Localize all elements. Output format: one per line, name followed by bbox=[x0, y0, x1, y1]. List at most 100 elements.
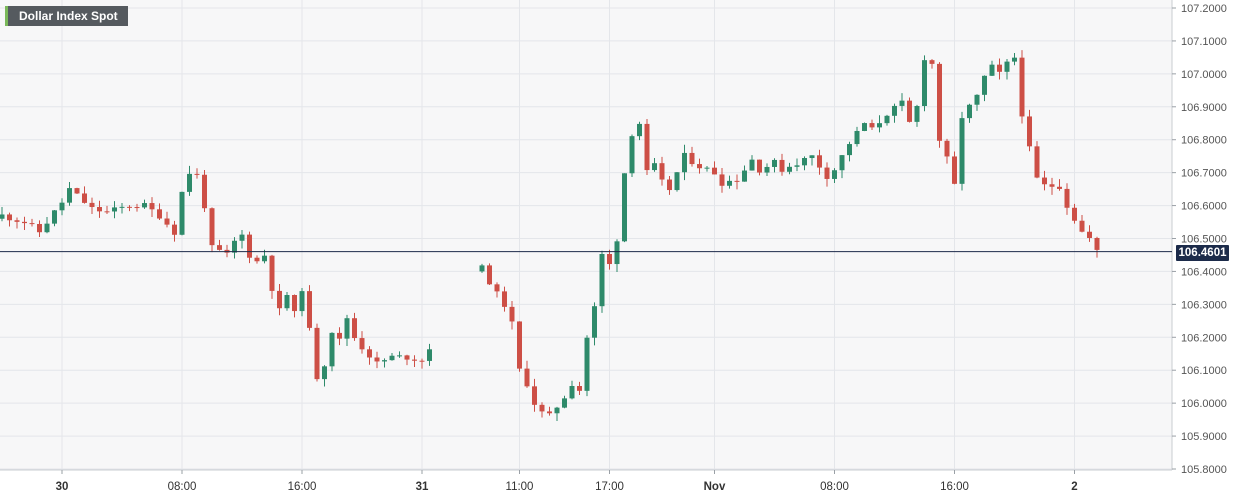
candle-body bbox=[817, 155, 822, 168]
candle-body bbox=[884, 115, 890, 124]
candle-body bbox=[479, 265, 485, 272]
candle-body bbox=[502, 291, 507, 307]
x-tick-label: 30 bbox=[56, 481, 69, 493]
candle-body bbox=[0, 214, 5, 219]
candle-body bbox=[659, 163, 665, 180]
candle-body bbox=[1004, 61, 1010, 72]
candle-body bbox=[487, 265, 492, 285]
candle-body bbox=[562, 398, 567, 408]
candle-body bbox=[157, 209, 162, 219]
y-tick-label: 106.4000 bbox=[1181, 266, 1227, 278]
candle-body bbox=[847, 144, 852, 156]
x-tick-label: 16:00 bbox=[940, 481, 969, 493]
candle-body bbox=[682, 152, 687, 173]
candle-body bbox=[952, 156, 957, 184]
candle-body bbox=[337, 332, 342, 339]
candle-body bbox=[1094, 237, 1100, 250]
candle-body bbox=[1087, 231, 1092, 238]
candle-body bbox=[877, 123, 882, 128]
candle-body bbox=[577, 386, 582, 391]
candle-body bbox=[307, 291, 312, 328]
y-tick-label: 106.5000 bbox=[1181, 234, 1227, 246]
candle-body bbox=[82, 193, 87, 203]
candle-body bbox=[314, 327, 320, 380]
x-tick-label: 31 bbox=[416, 481, 429, 493]
candle-body bbox=[832, 170, 837, 179]
candle-body bbox=[929, 60, 935, 64]
y-tick-label: 107.2000 bbox=[1181, 3, 1227, 15]
y-tick-label: 106.8000 bbox=[1181, 135, 1227, 147]
grid-lines bbox=[0, 0, 1173, 471]
candle-body bbox=[629, 136, 635, 174]
candle-body bbox=[787, 166, 792, 172]
y-tick-label: 106.6000 bbox=[1181, 201, 1227, 213]
y-tick-label: 106.1000 bbox=[1181, 365, 1227, 377]
y-tick-label: 107.0000 bbox=[1181, 69, 1227, 81]
candle-body bbox=[779, 159, 785, 172]
candle-body bbox=[547, 411, 552, 414]
x-tick-label: 08:00 bbox=[168, 481, 197, 493]
candle-body bbox=[704, 167, 710, 169]
candle-body bbox=[854, 130, 860, 145]
candle-body bbox=[412, 359, 417, 361]
candle-body bbox=[712, 167, 717, 175]
candle-body bbox=[1012, 57, 1017, 62]
x-tick-label: 11:00 bbox=[506, 481, 534, 493]
candle-body bbox=[97, 207, 102, 212]
y-axis: 105.8000 105.9000 106.0000 106.1000 106.2000… bbox=[1172, 3, 1227, 476]
candle-body bbox=[824, 167, 830, 179]
candle-body bbox=[209, 208, 215, 246]
candle-body bbox=[292, 295, 297, 312]
candles bbox=[0, 50, 1100, 421]
candle-body bbox=[202, 174, 207, 209]
candle-body bbox=[352, 318, 357, 339]
y-tick-label: 106.2000 bbox=[1181, 332, 1227, 344]
candle-body bbox=[974, 94, 980, 105]
candle-body bbox=[524, 368, 530, 387]
candle-body bbox=[1019, 57, 1025, 117]
candle-body bbox=[922, 60, 927, 107]
candle-body bbox=[104, 211, 110, 213]
candle-body bbox=[247, 234, 252, 258]
candle-body bbox=[1049, 184, 1055, 187]
candle-body bbox=[89, 202, 95, 208]
candle-body bbox=[74, 188, 80, 194]
candle-body bbox=[899, 100, 905, 106]
x-tick-label: 08:00 bbox=[820, 481, 849, 493]
candle-body bbox=[967, 104, 972, 119]
candle-body bbox=[149, 203, 155, 210]
candle-body bbox=[142, 203, 147, 208]
candle-body bbox=[344, 318, 350, 339]
y-tick-label: 106.7000 bbox=[1181, 168, 1227, 180]
candle-body bbox=[637, 123, 642, 137]
candle-body bbox=[607, 254, 612, 265]
candle-body bbox=[569, 386, 575, 399]
candle-body bbox=[397, 355, 402, 357]
candle-body bbox=[127, 206, 132, 208]
y-tick-label: 107.1000 bbox=[1181, 36, 1227, 48]
candle-body bbox=[869, 123, 875, 128]
candle-body bbox=[7, 214, 12, 221]
candle-body bbox=[179, 191, 185, 235]
candle-body bbox=[419, 360, 425, 362]
candle-body bbox=[719, 174, 725, 186]
candle-body bbox=[959, 118, 965, 184]
candle-body bbox=[937, 63, 942, 141]
candle-body bbox=[997, 64, 1002, 72]
candle-body bbox=[892, 105, 897, 116]
candle-body bbox=[299, 291, 305, 312]
candle-body bbox=[742, 170, 747, 182]
candle-body bbox=[614, 241, 620, 265]
candle-body bbox=[232, 240, 237, 253]
candle-body bbox=[727, 180, 732, 186]
y-tick-label: 105.9000 bbox=[1181, 431, 1227, 443]
plot-background bbox=[0, 0, 1172, 470]
candle-body bbox=[119, 206, 125, 208]
candle-body bbox=[382, 360, 387, 362]
candle-body bbox=[839, 155, 845, 171]
candle-body bbox=[794, 165, 800, 167]
candle-body bbox=[37, 223, 42, 233]
candle-body bbox=[989, 64, 995, 76]
candle-body bbox=[322, 366, 327, 380]
